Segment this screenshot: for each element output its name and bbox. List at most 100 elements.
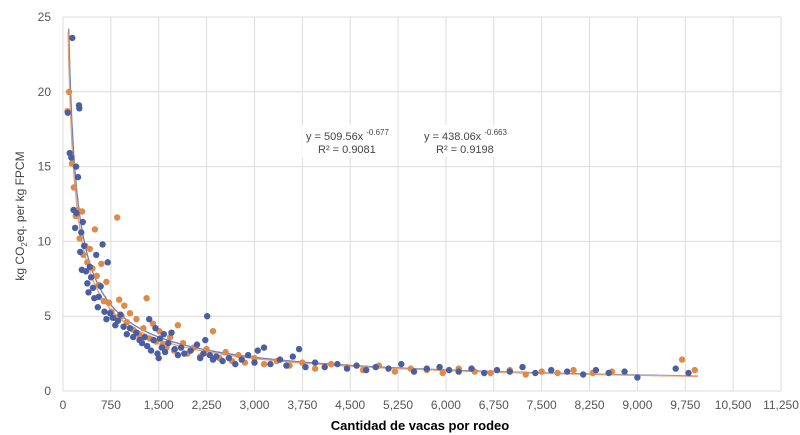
data-point-series-2: [116, 296, 123, 303]
data-point-series-1: [276, 356, 284, 363]
data-point-series-1: [232, 360, 239, 368]
data-point-series-1: [267, 360, 274, 368]
y-axis-title: kg CO2eq. per kg FPCM: [13, 151, 29, 280]
data-point-series-1: [580, 371, 587, 378]
data-point-series-2: [311, 365, 319, 372]
x-tick-label: 4,500: [335, 398, 365, 412]
y-tick-label: 5: [44, 309, 51, 323]
equation-labels: y = 509.56x -0.677 R² = 0.9081 y = 438.0…: [302, 125, 518, 157]
data-point-series-1: [94, 304, 102, 311]
data-point-series-2: [327, 360, 335, 368]
data-point-series-2: [70, 184, 78, 191]
data-point-series-1: [101, 308, 108, 315]
data-point-series-1: [202, 336, 209, 344]
x-tick-label: 5,250: [383, 398, 413, 412]
data-point-series-1: [87, 274, 95, 281]
r2-1: R² = 0.9081: [318, 144, 376, 156]
y-axis-ticks: 0 5 10 15 20 25: [38, 10, 52, 398]
data-point-series-1: [168, 329, 175, 336]
data-point-series-1: [160, 331, 167, 338]
data-point-series-1: [95, 293, 102, 300]
data-point-series-1: [410, 368, 418, 375]
data-point-series-1: [82, 268, 90, 275]
data-point-series-2: [143, 295, 150, 302]
data-point-series-1: [68, 154, 75, 161]
data-point-series-2: [123, 319, 130, 326]
data-point-series-1: [93, 251, 100, 259]
data-point-series-1: [69, 34, 76, 42]
data-point-series-1: [295, 345, 303, 353]
y-tick-label: 0: [44, 384, 51, 398]
data-point-series-1: [78, 229, 85, 236]
data-point-series-1: [130, 333, 137, 341]
data-point-series-1: [200, 350, 207, 357]
data-point-series-1: [455, 368, 462, 375]
x-tick-label: 6,000: [431, 398, 461, 412]
data-point-series-1: [506, 368, 513, 375]
data-point-series-2: [100, 298, 108, 305]
equation-2: y = 438.06x -0.663: [424, 128, 507, 143]
data-point-series-1: [141, 333, 148, 341]
data-point-series-1: [254, 347, 261, 354]
data-point-series-1: [204, 313, 211, 320]
data-point-series-1: [84, 280, 91, 287]
data-point-series-1: [548, 366, 555, 374]
data-point-series-1: [334, 360, 341, 368]
data-point-series-1: [126, 325, 134, 332]
data-point-series-1: [363, 366, 370, 374]
data-point-series-2: [203, 345, 210, 353]
data-point-series-1: [114, 317, 122, 324]
y-tick-label: 25: [38, 10, 52, 24]
data-point-series-1: [213, 353, 220, 360]
data-point-series-1: [120, 323, 127, 330]
data-point-series-2: [91, 226, 99, 233]
data-point-series-1: [146, 316, 153, 323]
data-point-series-1: [117, 311, 124, 318]
data-point-series-2: [691, 366, 698, 374]
data-point-series-1: [74, 173, 82, 181]
x-axis-ticks: 0 750 1,500 2,250 3,000 3,750 4,500 5,250 6,000 6…: [60, 398, 800, 412]
data-point-series-2: [133, 316, 140, 323]
data-point-series-2: [678, 356, 686, 363]
data-point-series-1: [468, 365, 475, 372]
data-point-series-1: [161, 348, 169, 356]
x-tick-label: 9,750: [670, 398, 700, 412]
data-point-series-2: [570, 366, 577, 374]
data-point-series-1: [138, 339, 146, 347]
x-tick-label: 1,500: [144, 398, 174, 412]
data-point-series-2: [121, 302, 128, 309]
data-point-series-1: [104, 259, 111, 266]
trend-lines: [67, 28, 698, 377]
data-point-series-2: [554, 369, 561, 377]
data-point-series-2: [174, 322, 182, 329]
data-point-series-1: [77, 248, 84, 256]
data-point-series-1: [133, 329, 140, 336]
data-point-series-1: [187, 347, 194, 354]
r2-2: R² = 0.9198: [436, 144, 494, 156]
data-point-series-1: [260, 344, 268, 351]
x-tick-label: 7,500: [527, 398, 557, 412]
data-point-series-2: [235, 351, 242, 359]
data-point-series-2: [126, 310, 134, 317]
data-point-series-1: [123, 331, 130, 338]
data-point-series-2: [209, 328, 217, 335]
data-point-series-1: [423, 365, 430, 372]
data-point-series-2: [487, 369, 494, 377]
data-point-series-1: [64, 109, 72, 116]
equation-box-1: [302, 125, 392, 157]
data-point-series-1: [532, 369, 539, 377]
data-point-series-2: [222, 348, 229, 356]
y-tick-label: 15: [38, 160, 52, 174]
data-point-series-2: [140, 325, 147, 332]
data-point-series-1: [171, 345, 178, 353]
grid-lines: [62, 16, 782, 392]
data-point-series-2: [65, 88, 73, 96]
data-point-series-2: [78, 208, 86, 215]
data-point-series-1: [71, 224, 79, 232]
data-point-series-2: [76, 235, 83, 242]
x-tick-label: 0: [60, 398, 67, 412]
data-point-series-1: [685, 369, 692, 377]
data-point-series-1: [165, 339, 172, 347]
data-point-series-1: [181, 350, 188, 357]
